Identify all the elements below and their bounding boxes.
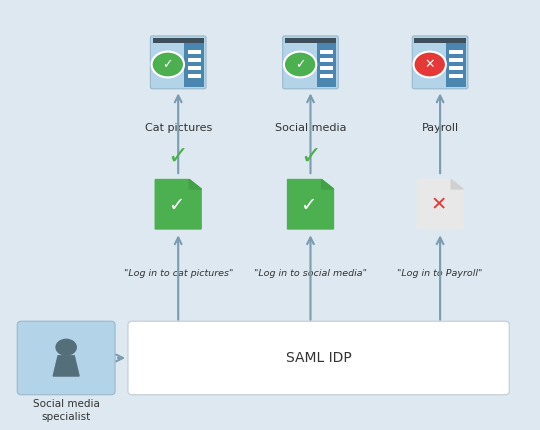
Text: "Log in to Payroll": "Log in to Payroll": [397, 269, 483, 278]
Circle shape: [284, 52, 316, 77]
Text: ✓: ✓: [295, 58, 305, 71]
Bar: [184, 43, 204, 87]
Bar: [415, 38, 465, 43]
Polygon shape: [53, 356, 79, 376]
Bar: [187, 58, 201, 62]
Polygon shape: [156, 180, 201, 229]
FancyBboxPatch shape: [128, 321, 509, 395]
Text: Social media
specialist: Social media specialist: [33, 399, 99, 422]
Text: ✓: ✓: [168, 196, 185, 215]
Bar: [449, 74, 462, 78]
Circle shape: [56, 339, 77, 356]
Text: ✓: ✓: [301, 196, 317, 215]
Bar: [449, 58, 462, 62]
Bar: [320, 58, 333, 62]
Bar: [187, 74, 201, 78]
Polygon shape: [288, 180, 334, 229]
Polygon shape: [321, 180, 334, 189]
Text: "Log in to social media": "Log in to social media": [254, 269, 367, 278]
Bar: [316, 43, 336, 87]
FancyBboxPatch shape: [17, 321, 115, 395]
Text: ✓: ✓: [300, 145, 321, 169]
Bar: [187, 50, 201, 54]
Circle shape: [152, 52, 184, 77]
Polygon shape: [451, 180, 463, 189]
Text: Social media: Social media: [275, 123, 346, 132]
Bar: [449, 66, 462, 70]
FancyBboxPatch shape: [150, 36, 206, 89]
Bar: [153, 38, 204, 43]
Bar: [320, 50, 333, 54]
Bar: [449, 50, 462, 54]
Bar: [285, 38, 336, 43]
Bar: [187, 66, 201, 70]
Bar: [320, 66, 333, 70]
Text: ✕: ✕: [424, 58, 435, 71]
Polygon shape: [417, 180, 463, 229]
Bar: [320, 74, 333, 78]
Text: Cat pictures: Cat pictures: [145, 123, 212, 132]
Circle shape: [414, 52, 446, 77]
Bar: [446, 43, 465, 87]
Text: ✓: ✓: [168, 145, 188, 169]
Polygon shape: [189, 180, 201, 189]
FancyBboxPatch shape: [413, 36, 468, 89]
Text: Payroll: Payroll: [422, 123, 458, 132]
Text: SAML IDP: SAML IDP: [286, 351, 352, 365]
Text: ✕: ✕: [430, 196, 447, 215]
Text: "Log in to cat pictures": "Log in to cat pictures": [124, 269, 233, 278]
Text: ✓: ✓: [163, 58, 173, 71]
FancyBboxPatch shape: [283, 36, 338, 89]
